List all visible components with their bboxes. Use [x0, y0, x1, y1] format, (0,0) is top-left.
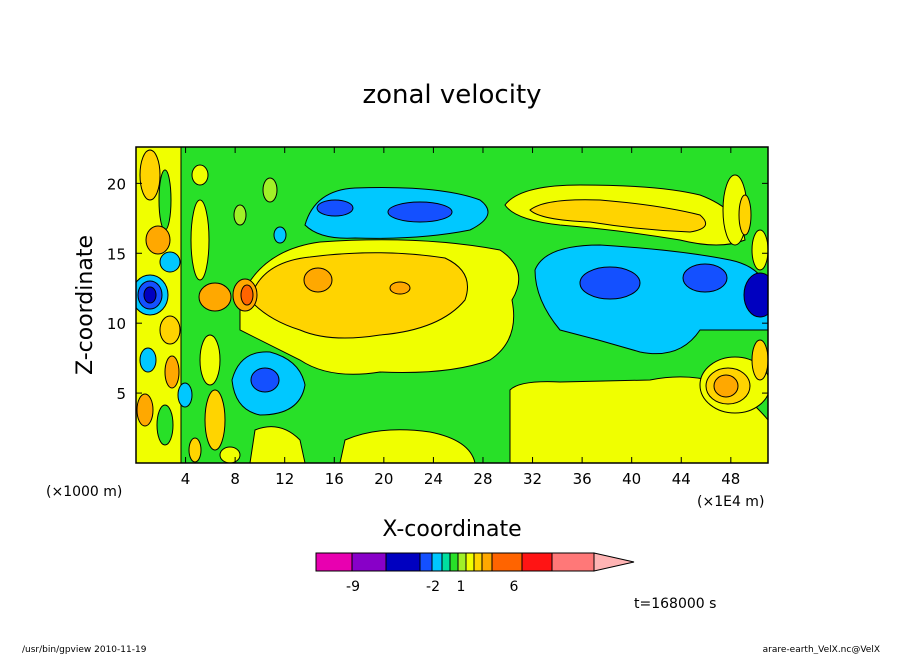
colorbar-segment	[473, 552, 483, 572]
colorbar-segment	[465, 552, 475, 572]
colorbar-segment	[521, 552, 553, 572]
left-edge-oscillations	[136, 147, 287, 463]
cyan-streak-2	[139, 347, 157, 373]
green-streak-1	[158, 169, 172, 231]
x-tick-label: 36	[573, 470, 592, 488]
cyan-streak-3	[177, 382, 193, 408]
contour-field	[136, 147, 768, 463]
cyan-bubble-1	[273, 226, 287, 244]
x-tick-label: 12	[275, 470, 294, 488]
footer-right: arare-earth_VelX.nc@VelX	[763, 645, 880, 654]
colorbar-tick-label: -9	[346, 579, 360, 595]
orange-streak-5	[136, 393, 154, 427]
green-bubble-2	[262, 177, 278, 203]
colorbar-segment	[449, 552, 459, 572]
blue-core-lower-left	[250, 367, 280, 393]
orange-streak-4	[164, 355, 180, 389]
darkblue-core-left	[143, 286, 157, 304]
colorbar-segment	[491, 552, 523, 572]
x-tick-label: 4	[181, 470, 191, 488]
colorbar-segment	[431, 552, 443, 572]
plot-frame	[135, 146, 769, 464]
x-tick-label: 24	[424, 470, 443, 488]
blue-core-far-right	[743, 272, 768, 318]
colorbar-segment	[481, 552, 493, 572]
x-tick-label: 32	[523, 470, 542, 488]
yellow-streak-1	[190, 199, 210, 281]
green-bubble-1	[233, 204, 247, 226]
x-tick-label: 8	[230, 470, 240, 488]
orange-core-lower-right	[713, 374, 739, 398]
colorbar-segment	[351, 552, 387, 572]
yellow-streak-2	[199, 334, 221, 386]
green-streak-2	[156, 404, 174, 446]
orange-streak-6	[204, 389, 226, 451]
colorbar-tick-label: -2	[426, 579, 440, 595]
blue-core-right-edge	[682, 263, 728, 293]
colorbar-tick-label: 1	[457, 579, 466, 595]
footer-left: /usr/bin/gpview 2010-11-19	[22, 645, 147, 654]
x-tick-label: 40	[622, 470, 641, 488]
yellow-streak-right-3	[751, 339, 768, 381]
time-label: t=168000 s	[634, 596, 716, 612]
orange-core-mid-left	[198, 282, 232, 312]
x-scale-note: (×1E4 m)	[697, 494, 764, 510]
yellow-bubble-1	[191, 164, 209, 186]
y-tick-label: 15	[107, 245, 126, 263]
orange-core-left	[303, 267, 333, 293]
chart-title: zonal velocity	[362, 80, 541, 110]
orange-streak-3	[159, 315, 181, 345]
colorbar-extend-arrow	[593, 552, 635, 572]
orange-streak-right-1	[738, 194, 752, 236]
yellow-bubble-2	[219, 446, 241, 463]
x-tick-label: 16	[325, 470, 344, 488]
orange-region-center	[249, 252, 468, 339]
cyan-streak-1	[159, 251, 181, 273]
colorbar-labels: -9 -2 1 6	[346, 579, 519, 595]
colorbar-segment	[551, 552, 595, 572]
y-tick-label: 20	[107, 175, 126, 193]
x-tick-label: 28	[473, 470, 492, 488]
yellow-bubble-3	[188, 437, 202, 463]
x-tick-label: 20	[374, 470, 393, 488]
right-edge-oscillations	[722, 174, 768, 381]
colorbar-segment	[419, 552, 433, 572]
colorbar-tick-label: 6	[510, 579, 519, 595]
yellow-region-bottom-left	[249, 426, 306, 463]
y-tick-label: 10	[107, 315, 126, 333]
y-axis-label: Z-coordinate	[73, 235, 98, 375]
x-unit-note: (×1000 m)	[46, 484, 122, 500]
orange-core-center	[389, 281, 411, 295]
yellow-streak-right-2	[751, 229, 768, 271]
yellow-region-lower-right	[509, 376, 768, 463]
blue-core-upper	[387, 201, 453, 223]
x-axis-ticks: 4 8 12 16 20 24 28 32 36 40 44 48	[181, 147, 740, 488]
colorbar-segment	[315, 552, 353, 572]
colorbar-segment	[385, 552, 421, 572]
orange-streak-1	[139, 149, 161, 201]
orange-streak-2	[145, 225, 171, 255]
orange-region-upper-right	[529, 199, 707, 233]
yellow-region-bottom-center	[339, 429, 476, 463]
red-core-mid-left	[240, 284, 254, 306]
colorbar-segment	[457, 552, 467, 572]
x-tick-label: 48	[721, 470, 740, 488]
x-axis-label: X-coordinate	[382, 517, 521, 542]
colorbar	[315, 552, 635, 572]
blue-core-right	[579, 266, 641, 300]
colorbar-segment	[441, 552, 451, 572]
x-tick-label: 44	[672, 470, 691, 488]
blue-core-upper-left	[316, 199, 354, 217]
y-axis-ticks: 5 10 15 20	[107, 175, 768, 403]
y-tick-label: 5	[116, 385, 126, 403]
